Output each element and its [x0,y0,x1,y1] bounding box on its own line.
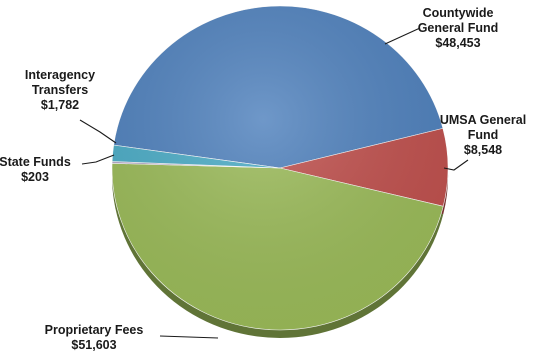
slice-name-label-0: Countywide [423,6,494,20]
slice-name-label-1: Fund [468,128,499,142]
slice-name-label-3: State Funds [0,155,71,169]
pie-slices [111,5,449,331]
slice-value-label-1: $8,548 [464,143,502,157]
slice-name-label-2: Proprietary Fees [45,323,144,337]
leader-line-1 [443,159,469,171]
slice-value-label-3: $203 [21,170,49,184]
slice-name-label-0: General Fund [418,21,499,35]
slice-value-label-0: $48,453 [435,36,480,50]
slice-value-label-2: $51,603 [71,338,116,352]
leader-line-3 [81,154,115,165]
leader-line-4 [79,119,117,144]
leader-line-2 [159,335,219,339]
leader-line-0 [384,27,421,45]
slice-name-label-4: Interagency [25,68,95,82]
slice-name-label-4: Transfers [32,83,88,97]
slice-value-label-4: $1,782 [41,98,79,112]
pie-shading [112,6,448,330]
slice-name-label-1: UMSA General [440,113,526,127]
